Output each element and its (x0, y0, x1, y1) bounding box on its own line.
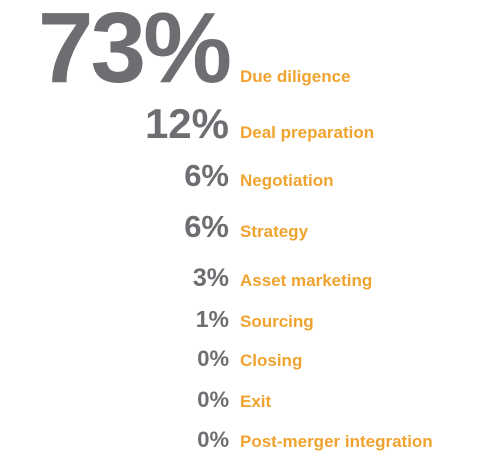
percent: 6% (184, 158, 229, 193)
percent: 3% (193, 264, 229, 292)
stage-label: Strategy (240, 222, 309, 241)
percent: 0% (197, 427, 229, 452)
stage-label: Deal preparation (240, 123, 374, 142)
percent: 1% (196, 306, 229, 332)
stage-label: Due diligence (240, 67, 351, 86)
percent: 0% (197, 346, 229, 371)
stage-label: Asset marketing (240, 271, 372, 290)
percent: 12% (145, 100, 229, 147)
stage-label: Post-merger integration (240, 432, 433, 451)
percent: 0% (197, 387, 229, 412)
percent: 6% (184, 209, 229, 244)
stage-label: Closing (240, 351, 302, 370)
percent: 73% (38, 0, 230, 104)
stage-label: Negotiation (240, 171, 334, 190)
stage-label: Exit (240, 392, 272, 411)
stage-label: Sourcing (240, 312, 314, 331)
